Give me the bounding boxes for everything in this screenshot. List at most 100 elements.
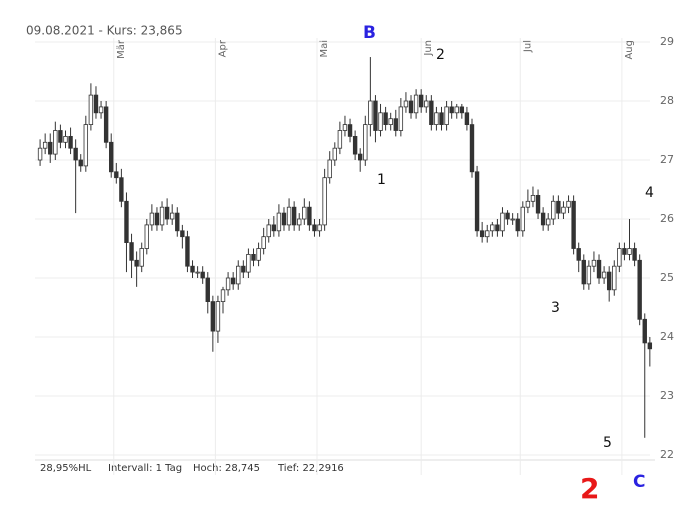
candle-body <box>327 159 332 179</box>
candle-body <box>403 100 409 108</box>
candle-body <box>429 100 434 126</box>
candle-body <box>291 206 297 226</box>
candle-body <box>393 118 398 131</box>
candle-body <box>195 271 200 274</box>
candle-body <box>302 206 307 220</box>
candle-body <box>317 224 322 232</box>
x-tick-label: Mär <box>116 39 127 59</box>
candle-body <box>256 248 261 261</box>
candle-body <box>307 206 312 226</box>
candle-body <box>647 342 653 350</box>
candle-body <box>78 159 83 167</box>
candle-body <box>612 265 617 291</box>
candle-body <box>525 200 531 208</box>
candle-body <box>540 212 546 226</box>
candle-body <box>139 248 144 267</box>
candle-body <box>505 212 510 220</box>
candle-body <box>215 301 221 332</box>
annotation: C <box>633 472 645 492</box>
candle-body <box>119 177 124 202</box>
candle-body <box>190 265 195 273</box>
candle-body <box>358 153 363 161</box>
candle-body <box>281 212 287 226</box>
candle-body <box>373 100 378 131</box>
candle-body <box>42 141 48 149</box>
candle-body <box>205 277 210 303</box>
candle-body <box>632 248 637 261</box>
candle-body <box>591 259 597 267</box>
x-tick-label: Jul <box>522 40 533 53</box>
header: 09.08.2021 - Kurs: 23,865 <box>26 24 183 38</box>
candle-body <box>37 147 43 161</box>
candle-body <box>413 94 419 114</box>
candle-body <box>241 265 246 273</box>
candle-body <box>83 124 89 167</box>
candle-body <box>276 212 282 232</box>
candle-body <box>286 206 292 226</box>
candle-body <box>454 106 459 114</box>
candle-body <box>474 171 480 232</box>
annotation: 2 <box>436 47 445 63</box>
y-tick-label: 25 <box>660 271 674 284</box>
candle-body <box>297 218 302 226</box>
candle-body <box>449 106 454 114</box>
candle-body <box>418 94 424 108</box>
candle-body <box>93 94 99 114</box>
footer-item: 28,95%HL <box>40 463 92 474</box>
candle-body <box>606 271 612 291</box>
candle-body <box>164 206 170 220</box>
candle-body <box>134 259 139 267</box>
candle-body <box>485 230 490 238</box>
annotation: 4 <box>645 185 654 201</box>
candle-body <box>114 171 119 179</box>
footer-item: Hoch: 28,745 <box>193 463 260 474</box>
y-tick-label: 26 <box>660 212 674 225</box>
candle-body <box>617 248 622 267</box>
candle-body <box>63 135 68 143</box>
candle-body <box>149 212 155 226</box>
candle-body <box>439 112 444 126</box>
candle-body <box>347 124 353 137</box>
candle-body <box>500 212 505 232</box>
candle-body <box>561 206 566 214</box>
candle-body <box>398 106 404 131</box>
y-tick-label: 27 <box>660 153 674 166</box>
candle-body <box>200 271 205 279</box>
candle-body <box>464 112 470 126</box>
annotation: 1 <box>377 172 386 188</box>
candle-body <box>363 124 368 161</box>
candle-body <box>312 224 317 232</box>
candle-body <box>566 200 571 208</box>
candle-body <box>495 224 500 232</box>
candle-body <box>424 100 429 108</box>
candle-body <box>530 194 536 202</box>
candle-body <box>68 135 73 149</box>
candle-body <box>642 318 647 344</box>
y-tick-label: 23 <box>660 389 674 402</box>
candle-body <box>53 130 58 155</box>
candle-body <box>322 177 327 226</box>
y-tick-label: 28 <box>660 94 674 107</box>
candle-body <box>601 271 607 279</box>
candle-body <box>220 289 226 302</box>
candle-body <box>144 224 149 249</box>
candle-body <box>129 242 134 261</box>
candle-body <box>169 212 175 220</box>
candle-body <box>98 106 104 114</box>
candle-body <box>378 112 383 131</box>
candle-body <box>408 100 414 114</box>
annotation: 2 <box>580 472 599 505</box>
candle-body <box>352 135 358 155</box>
candle-body <box>479 230 485 238</box>
footer-item: Tief: 22,2916 <box>277 463 344 474</box>
candle-body <box>581 259 586 285</box>
candle-body <box>261 236 266 249</box>
candle-body <box>185 236 190 267</box>
candle-body <box>246 253 251 273</box>
candle-body <box>332 147 337 161</box>
y-tick-label: 29 <box>660 35 674 48</box>
candle-body <box>383 112 388 126</box>
candle-body <box>490 224 495 232</box>
candle-body <box>444 106 449 126</box>
